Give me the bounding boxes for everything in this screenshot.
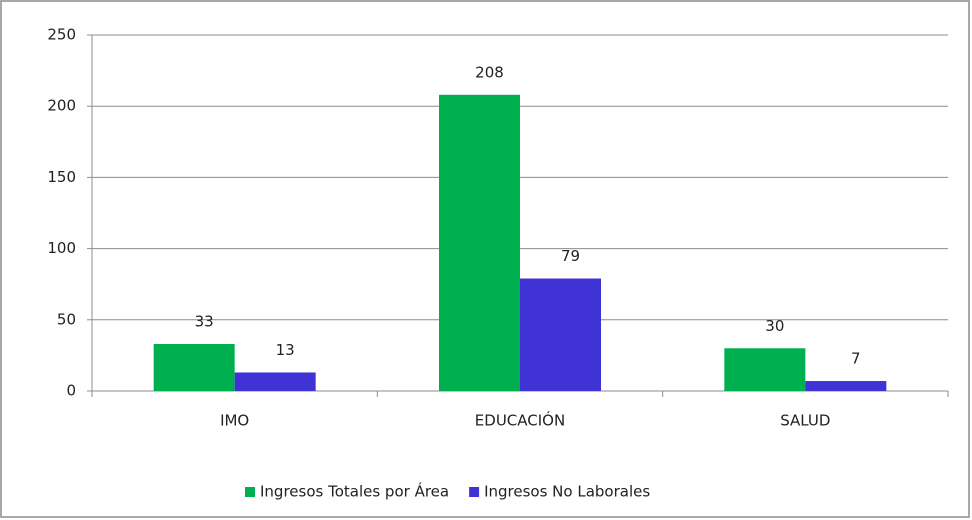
y-tick-label: 250 (47, 26, 76, 44)
y-tick-label: 100 (47, 239, 76, 257)
bar (805, 381, 887, 391)
data-label: 13 (276, 341, 295, 359)
data-label: 79 (561, 247, 580, 265)
data-label: 7 (851, 350, 861, 368)
bar (724, 348, 806, 391)
legend-label: Ingresos Totales por Área (260, 482, 449, 501)
data-label: 208 (475, 63, 504, 81)
y-tick-label: 200 (47, 97, 76, 115)
x-tick-label: EDUCACIÓN (475, 411, 565, 430)
legend-swatch (469, 487, 480, 497)
x-tick-label: IMO (220, 412, 249, 430)
y-tick-label: 150 (47, 168, 76, 186)
data-label: 30 (765, 317, 784, 335)
legend-swatch (245, 487, 255, 497)
data-label: 33 (195, 313, 214, 331)
y-tick-label: 50 (57, 310, 76, 328)
bar (153, 344, 235, 391)
bar (520, 278, 601, 391)
bar (234, 372, 316, 391)
y-tick-label: 0 (66, 382, 76, 400)
x-tick-label: SALUD (780, 412, 830, 430)
bar (439, 94, 520, 392)
legend-label: Ingresos No Laborales (484, 483, 650, 501)
